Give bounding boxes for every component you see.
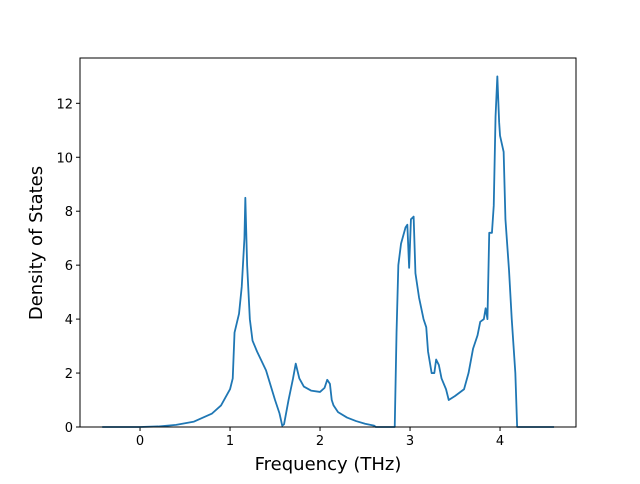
line	[102, 75, 555, 428]
x-axis-label: Frequency (THz)	[255, 454, 402, 475]
y-tick-label: 4	[65, 313, 73, 328]
y-tick-label: 8	[65, 205, 73, 220]
x-tick-label: 1	[226, 434, 234, 449]
x-tick-label: 4	[496, 434, 504, 449]
y-tick-label: 12	[56, 97, 73, 112]
y-tick-label: 10	[56, 151, 73, 166]
x-tick-label: 0	[136, 434, 144, 449]
y-tick-label: 6	[65, 259, 73, 274]
y-tick-label: 0	[65, 421, 73, 436]
x-tick-label: 2	[316, 434, 324, 449]
x-tick-label: 3	[406, 434, 414, 449]
y-tick-label: 2	[65, 367, 73, 382]
y-axis-label: Density of States	[26, 166, 47, 320]
plot-frame	[79, 57, 577, 428]
